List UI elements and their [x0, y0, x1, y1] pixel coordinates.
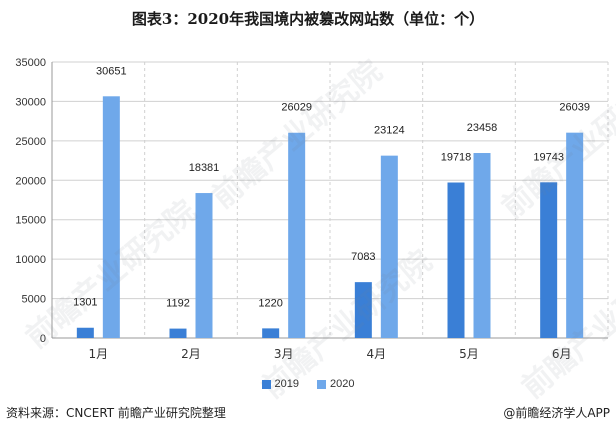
bar-2019 — [262, 328, 280, 338]
bar-2019 — [354, 282, 372, 338]
y-tick-label: 5000 — [22, 294, 46, 306]
data-label: 23124 — [374, 125, 405, 137]
y-tick-label: 35000 — [15, 57, 46, 69]
x-tick-label: 6月 — [552, 347, 572, 361]
data-label: 1192 — [166, 298, 190, 310]
x-tick-label: 4月 — [367, 347, 387, 361]
bar-2019 — [540, 182, 558, 338]
x-tick-label: 1月 — [89, 347, 109, 361]
x-tick-label: 3月 — [274, 347, 294, 361]
data-label: 1220 — [258, 297, 282, 309]
y-tick-label: 15000 — [15, 215, 46, 227]
bar-2019 — [169, 328, 187, 338]
data-label: 19743 — [533, 151, 564, 163]
legend-label-2020: 2020 — [330, 378, 355, 390]
source-note: 资料来源：CNCERT 前瞻产业研究院整理 — [6, 406, 226, 420]
legend-swatch-2020 — [317, 379, 326, 389]
y-tick-label: 20000 — [15, 175, 46, 187]
bar-2020 — [102, 96, 120, 338]
bar-2019 — [447, 182, 465, 338]
y-tick-label: 10000 — [15, 254, 46, 266]
legend-swatch-2019 — [261, 379, 271, 389]
legend-item-2019: 2019 — [261, 378, 299, 390]
x-tick-label: 2月 — [181, 347, 201, 361]
legend-label-2019: 2019 — [274, 378, 299, 390]
x-tick-label: 5月 — [459, 347, 479, 361]
data-label: 26029 — [281, 102, 312, 114]
y-tick-label: 0 — [40, 333, 46, 345]
y-tick-label: 30000 — [15, 96, 46, 108]
bar-2020 — [195, 193, 213, 338]
bar-2020 — [288, 132, 306, 338]
y-tick-label: 25000 — [15, 136, 46, 148]
data-label: 23458 — [467, 122, 498, 134]
bar-2020 — [380, 155, 398, 338]
legend-item-2020: 2020 — [317, 378, 354, 390]
bar-2020 — [473, 153, 491, 338]
data-label: 7083 — [351, 251, 375, 263]
chart-legend: 2019 2020 — [0, 378, 616, 390]
bar-2019 — [76, 327, 94, 338]
bar-2020 — [566, 132, 584, 338]
data-label: 1301 — [73, 297, 97, 309]
data-label: 18381 — [189, 162, 220, 174]
data-label: 19718 — [441, 152, 472, 164]
data-label: 26039 — [559, 102, 590, 114]
data-label: 30651 — [96, 65, 127, 77]
chart-title: 图表3：2020年我国境内被篡改网站数（单位：个） — [131, 10, 485, 28]
brand-attribution: @前瞻经济学人APP — [503, 406, 610, 420]
